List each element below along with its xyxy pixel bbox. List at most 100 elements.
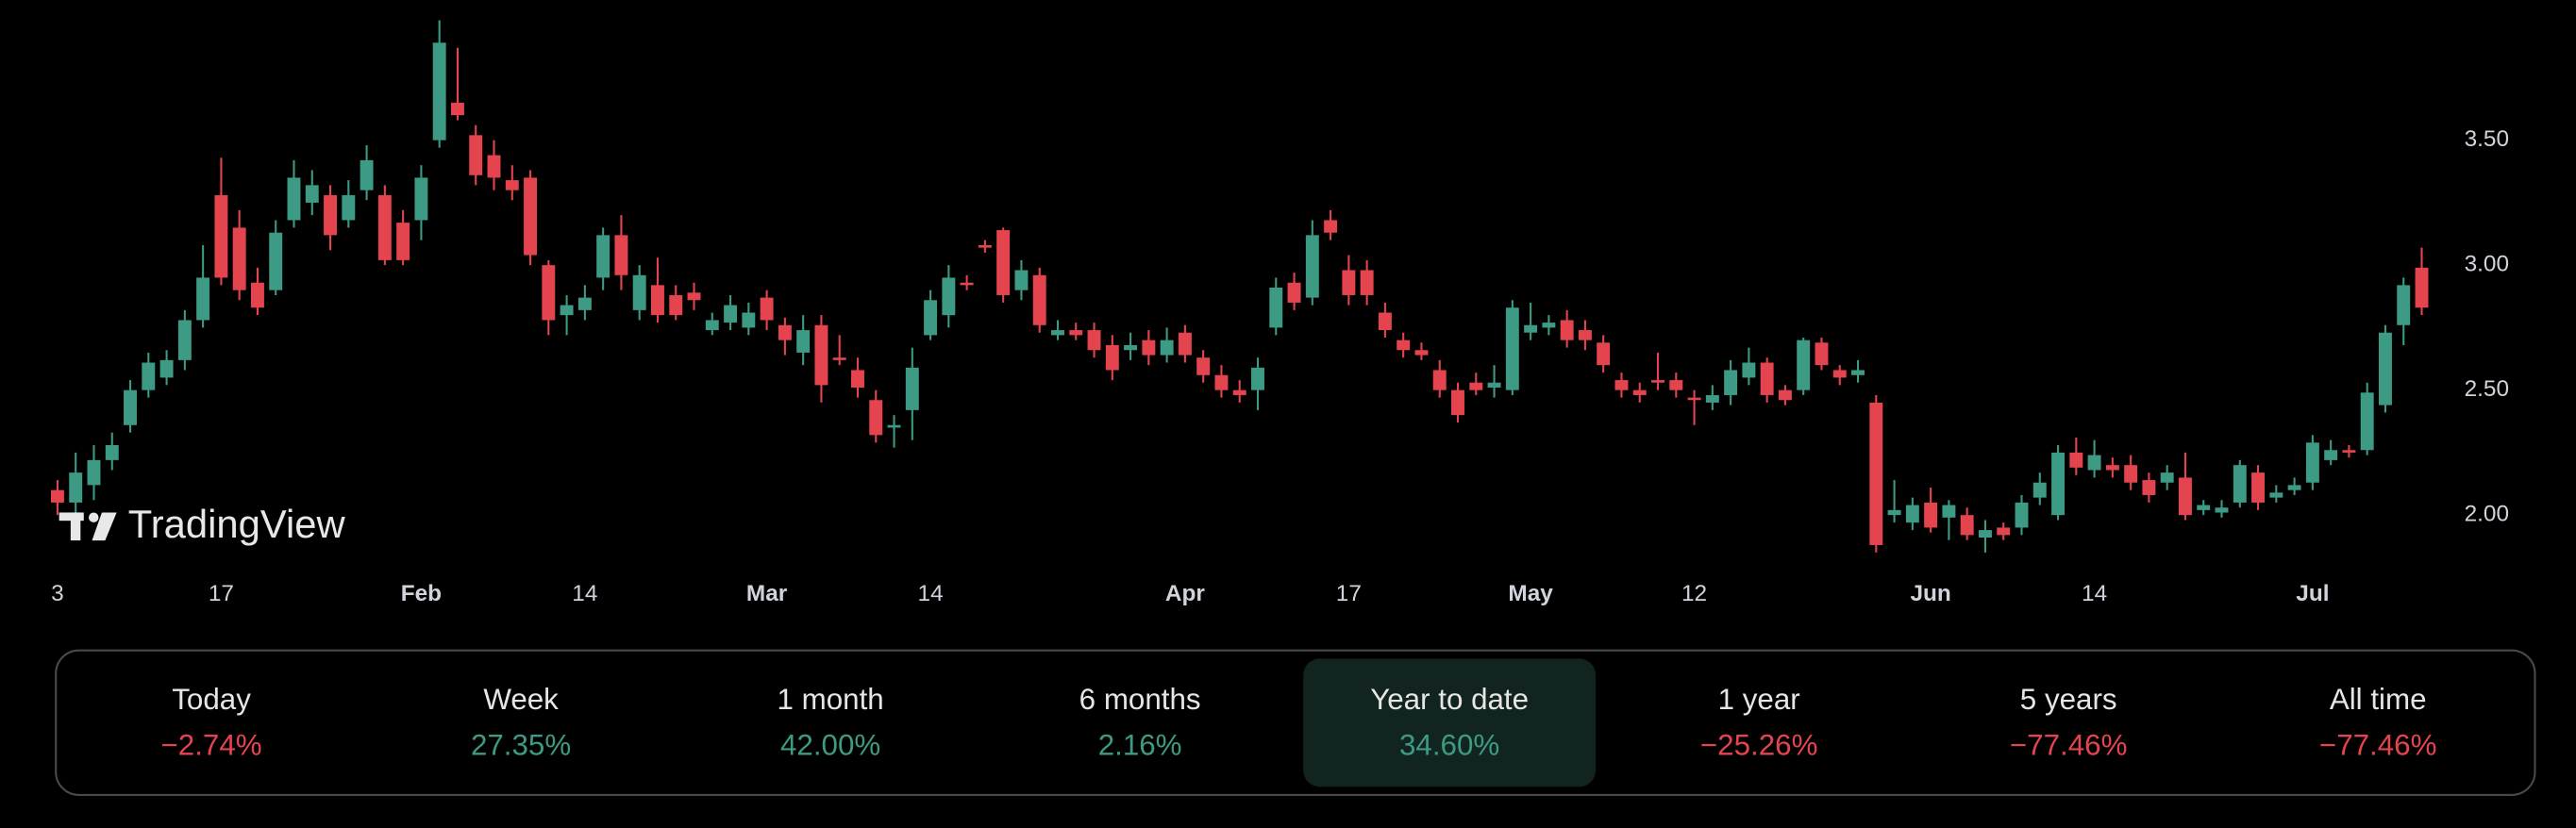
- x-tick-label: 14: [918, 581, 944, 606]
- candle-body: [2360, 392, 2374, 451]
- candle-body: [2324, 450, 2338, 460]
- period-change: 2.16%: [1098, 729, 1182, 762]
- candle-body: [1342, 270, 1356, 295]
- x-tick-label: 14: [2082, 581, 2107, 606]
- period-label[interactable]: All time: [2330, 683, 2427, 716]
- candle-body: [1614, 380, 1629, 390]
- period-label[interactable]: 1 month: [778, 683, 884, 716]
- candle-body: [724, 305, 738, 323]
- period-label[interactable]: 1 year: [1718, 683, 1800, 716]
- logo-v: [92, 512, 117, 541]
- candle-body: [1815, 342, 1829, 366]
- period-change: 42.00%: [780, 729, 880, 762]
- period-label[interactable]: Today: [172, 683, 251, 716]
- candle-body: [924, 300, 938, 336]
- candle-body: [1032, 274, 1046, 325]
- candle-body: [2269, 492, 2283, 498]
- candle-body: [1232, 389, 1246, 395]
- candle-body: [87, 459, 101, 486]
- candle-body: [760, 297, 774, 321]
- candle-body: [814, 324, 828, 386]
- candle-body: [524, 177, 538, 256]
- candle-body: [832, 357, 846, 360]
- x-tick-label: Jun: [1910, 581, 1950, 606]
- candle-body: [577, 297, 592, 310]
- candle-body: [1196, 357, 1211, 375]
- candle-body: [1505, 307, 1519, 390]
- candle-body: [1724, 370, 1738, 395]
- candle-body: [2415, 267, 2429, 308]
- period-label[interactable]: Year to date: [1370, 683, 1529, 716]
- candle-body: [50, 489, 64, 503]
- candle-body: [2015, 502, 2029, 528]
- candle-body: [432, 42, 446, 141]
- candle-body: [1597, 342, 1611, 366]
- candle-body: [342, 194, 356, 221]
- candle-body: [2305, 442, 2319, 483]
- candle-body: [232, 227, 246, 290]
- candle-body: [159, 359, 174, 378]
- candle-body: [1214, 374, 1229, 390]
- candle-body: [1778, 389, 1792, 401]
- candle-body: [2105, 465, 2119, 471]
- candle-body: [1414, 350, 1429, 356]
- candle-body: [942, 277, 956, 316]
- candle-body: [851, 370, 864, 389]
- period-label[interactable]: 5 years: [2020, 683, 2117, 716]
- candle-body: [1069, 330, 1083, 336]
- candle-body: [305, 185, 319, 203]
- candle-body: [2215, 507, 2229, 513]
- candle-body: [687, 292, 701, 301]
- period-change: −25.26%: [1700, 729, 1818, 762]
- candle-body: [542, 265, 556, 321]
- period-label[interactable]: Week: [483, 683, 559, 716]
- logo-dot: [89, 512, 99, 522]
- candle-body: [796, 330, 811, 353]
- candle-body: [1305, 235, 1319, 298]
- candle-body: [1324, 220, 1338, 233]
- candle-body: [324, 194, 338, 236]
- candle-body: [614, 235, 628, 275]
- period-change: 34.60%: [1399, 729, 1499, 762]
- candle-body: [632, 274, 646, 310]
- candle-body: [250, 282, 264, 308]
- plot: 2.00 2.50 3.00 3.50 3 17 Feb 14 Mar 14 Apr 17 May 12 J…: [50, 20, 2509, 606]
- x-tick-label: 14: [572, 581, 597, 606]
- candle-body: [1051, 330, 1064, 336]
- candle-body: [1669, 380, 1683, 390]
- candle-body: [905, 367, 919, 410]
- period-label[interactable]: 6 months: [1079, 683, 1201, 716]
- candle-body: [414, 177, 428, 221]
- candle-body: [1469, 382, 1483, 390]
- candle-body: [887, 424, 901, 428]
- candle-body: [360, 159, 374, 190]
- candle-body: [651, 285, 664, 316]
- x-tick-label: 12: [1681, 581, 1707, 606]
- y-tick-label: 2.50: [2465, 376, 2509, 402]
- candle-body: [2069, 452, 2083, 468]
- candle-body: [742, 312, 756, 328]
- candle-body: [1978, 530, 1992, 538]
- candle-body: [869, 400, 883, 436]
- x-tick-label: Jul: [2296, 581, 2329, 606]
- candle-body: [177, 320, 192, 360]
- candle-body: [1105, 344, 1119, 371]
- watermark-logo: [59, 512, 117, 541]
- candle-body: [705, 320, 719, 331]
- candle-body: [2379, 332, 2392, 406]
- candle-body: [2233, 465, 2247, 503]
- x-tick-label: 3: [51, 581, 64, 606]
- candle-body: [1797, 339, 1811, 390]
- candle-body: [1651, 380, 1664, 383]
- candle-body: [287, 177, 301, 221]
- candle-body: [1924, 502, 1938, 528]
- candle-body: [1397, 339, 1411, 351]
- x-tick-label: May: [1508, 581, 1553, 606]
- candle-body: [1851, 370, 1865, 375]
- candle-body: [996, 230, 1011, 295]
- candle-body: [214, 194, 228, 278]
- candle-body: [1905, 505, 1919, 523]
